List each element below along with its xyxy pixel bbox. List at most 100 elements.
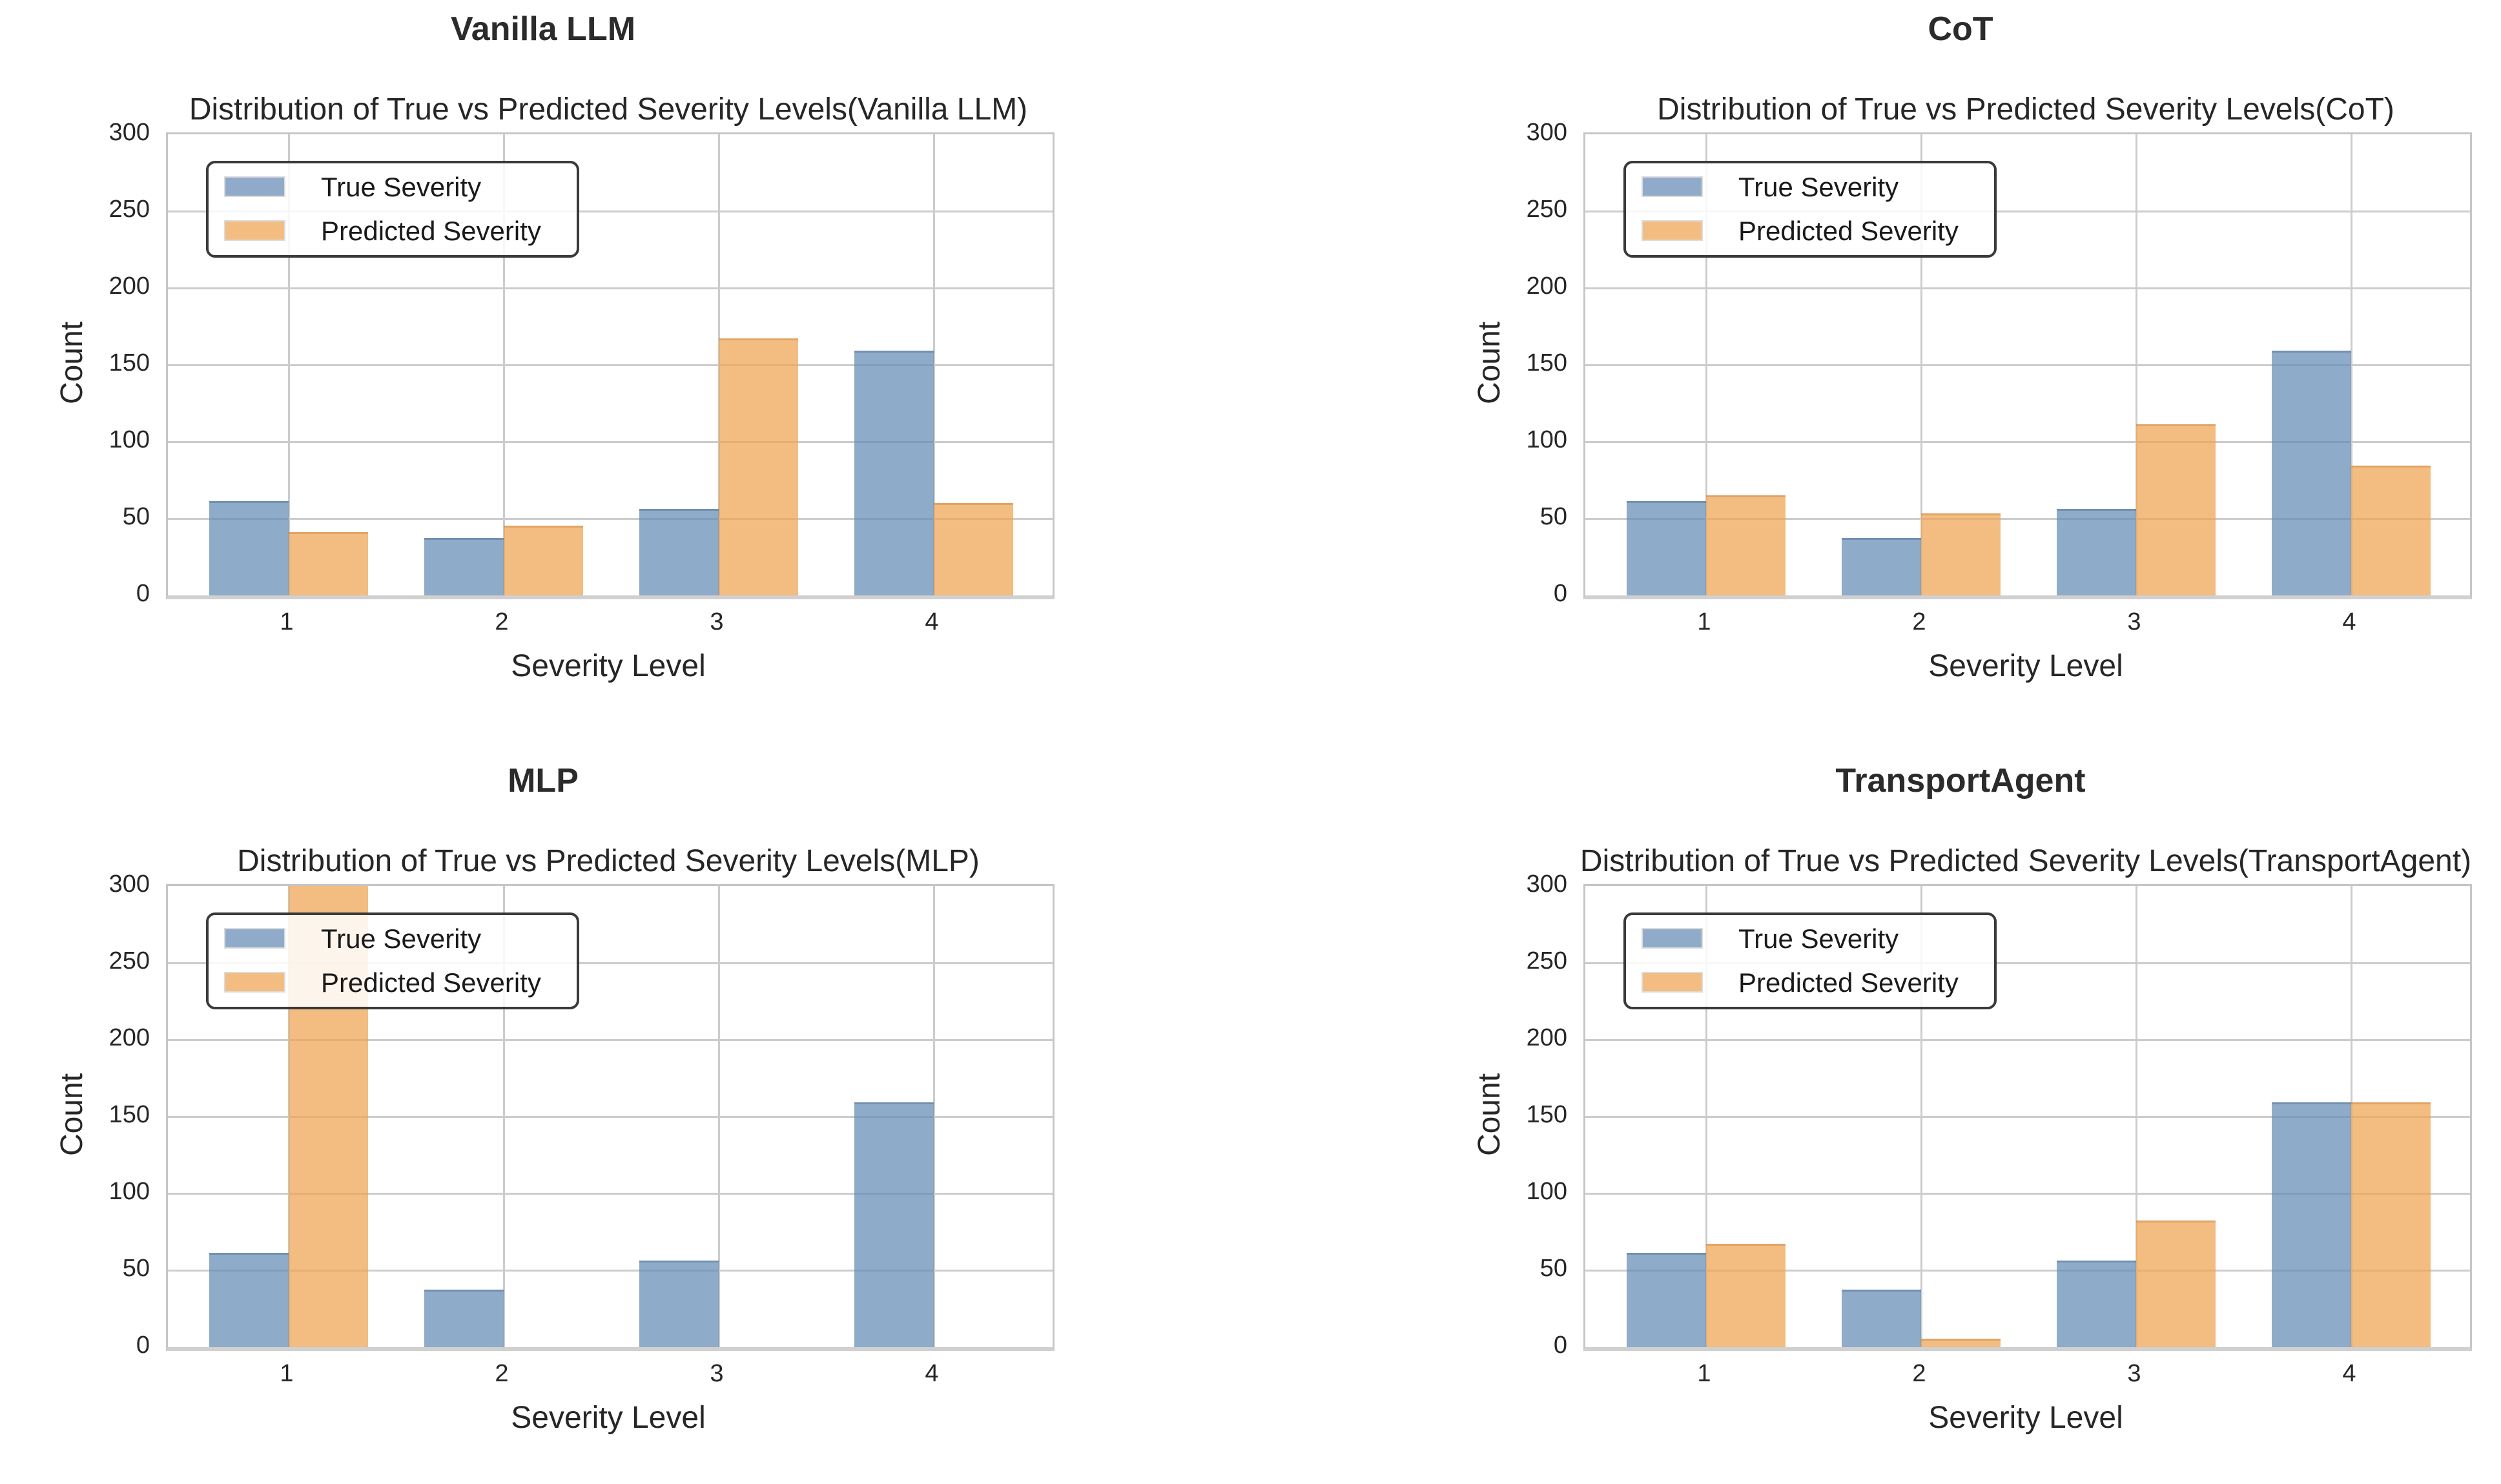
y-tick-label-50: 50 <box>1539 1255 1567 1282</box>
gridline-x-3 <box>718 886 720 1347</box>
legend-item-label: True Severity <box>1738 172 1899 202</box>
gridline-x-3 <box>2136 886 2137 1347</box>
y-tick-label-250: 250 <box>108 947 150 974</box>
gridline-x-2 <box>1920 134 1922 595</box>
true-severity-bar-1 <box>209 501 289 595</box>
chart-title: Distribution of True vs Predicted Severi… <box>237 844 980 878</box>
true-severity-bar-4 <box>2272 1102 2351 1347</box>
gridline-y-50 <box>1585 518 2470 520</box>
gridline-y-100 <box>1585 1193 2470 1195</box>
chart-panel-vanilla-llm: Vanilla LLM Distribution of True vs Predi… <box>0 0 1250 742</box>
true-severity-swatch <box>224 176 285 197</box>
gridline-x-1 <box>1705 134 1707 595</box>
predicted-severity-bar-1 <box>1706 1244 1786 1347</box>
true-severity-swatch <box>1642 928 1703 949</box>
gridline-x-4 <box>933 886 935 1347</box>
predicted-severity-bar-1 <box>1706 495 1786 595</box>
y-tick-label-100: 100 <box>108 1178 150 1205</box>
chart-panel-transportagent: TransportAgent Distribution of True vs Pr… <box>1417 752 2501 1484</box>
true-severity-bar-2 <box>424 538 504 595</box>
true-severity-swatch <box>224 928 285 949</box>
x-tick-label-3: 3 <box>2127 608 2141 635</box>
true-severity-bar-2 <box>424 1290 504 1347</box>
predicted-severity-bar-4 <box>2351 466 2431 595</box>
predicted-severity-bar-3 <box>2136 424 2216 595</box>
gridline-y-50 <box>168 1270 1053 1272</box>
plot-area <box>166 132 1055 599</box>
y-tick-label-300: 300 <box>1526 871 1567 898</box>
y-tick-label-50: 50 <box>122 503 150 530</box>
gridline-y-250 <box>1585 211 2470 212</box>
predicted-severity-swatch <box>224 972 285 993</box>
predicted-severity-bar-4 <box>934 503 1013 595</box>
x-axis-label: Severity Level <box>511 1401 706 1435</box>
true-severity-bar-3 <box>2057 1261 2136 1347</box>
predicted-severity-swatch <box>224 220 285 241</box>
legend-box: True Severity Predicted Severity <box>206 912 579 1009</box>
x-tick-label-2: 2 <box>1912 608 1926 635</box>
chart-title: Distribution of True vs Predicted Severi… <box>1580 844 2472 878</box>
y-tick-label-0: 0 <box>136 580 150 607</box>
predicted-severity-bar-2 <box>1921 513 2001 595</box>
gridline-x-2 <box>503 886 505 1347</box>
gridline-y-250 <box>168 962 1053 964</box>
x-tick-label-4: 4 <box>2342 1360 2356 1387</box>
x-axis-label: Severity Level <box>1928 649 2123 683</box>
y-tick-label-100: 100 <box>108 426 150 453</box>
gridline-x-1 <box>1705 886 1707 1347</box>
gridline-x-1 <box>288 134 290 595</box>
y-tick-label-300: 300 <box>1526 119 1567 146</box>
gridline-x-4 <box>2351 134 2352 595</box>
gridline-y-100 <box>1585 441 2470 443</box>
predicted-severity-bar-3 <box>2136 1221 2216 1347</box>
chart-title: Distribution of True vs Predicted Severi… <box>1657 92 2394 127</box>
predicted-severity-swatch <box>1642 972 1703 993</box>
chart-panel-mlp: MLP Distribution of True vs Predicted Sev… <box>0 752 1250 1484</box>
panel-title: MLP <box>508 762 579 799</box>
x-axis-label: Severity Level <box>1928 1401 2123 1435</box>
y-axis-label: Count <box>55 321 89 405</box>
gridline-y-150 <box>168 364 1053 366</box>
legend-item-label: True Severity <box>1738 923 1899 954</box>
x-tick-label-1: 1 <box>280 1360 294 1387</box>
gridline-y-200 <box>1585 1039 2470 1041</box>
gridline-x-2 <box>503 134 505 595</box>
y-tick-label-250: 250 <box>1526 947 1567 974</box>
x-tick-label-4: 4 <box>925 1360 939 1387</box>
gridline-y-100 <box>168 1193 1053 1195</box>
x-tick-label-4: 4 <box>2342 608 2356 635</box>
true-severity-bar-1 <box>209 1253 289 1347</box>
y-tick-label-150: 150 <box>108 349 150 376</box>
x-tick-label-1: 1 <box>1697 1360 1711 1387</box>
y-axis-label: Count <box>1472 321 1507 405</box>
y-tick-label-150: 150 <box>108 1101 150 1128</box>
y-tick-label-0: 0 <box>136 1332 150 1359</box>
true-severity-bar-4 <box>854 351 934 595</box>
y-tick-label-150: 150 <box>1526 349 1567 376</box>
gridline-y-150 <box>168 1116 1053 1118</box>
y-tick-label-200: 200 <box>108 1024 150 1051</box>
legend-box: True Severity Predicted Severity <box>1623 161 1997 258</box>
y-axis-label: Count <box>1472 1073 1507 1157</box>
true-severity-bar-1 <box>1627 1253 1706 1347</box>
y-tick-label-200: 200 <box>1526 1024 1567 1051</box>
y-tick-label-250: 250 <box>1526 196 1567 223</box>
y-tick-label-200: 200 <box>108 273 150 300</box>
legend-box: True Severity Predicted Severity <box>1623 912 1997 1009</box>
y-tick-label-100: 100 <box>1526 426 1567 453</box>
y-tick-label-250: 250 <box>108 196 150 223</box>
true-severity-bar-3 <box>2057 509 2136 595</box>
gridline-x-4 <box>933 134 935 595</box>
gridline-x-3 <box>2136 134 2137 595</box>
true-severity-bar-4 <box>2272 351 2351 595</box>
panel-title: Vanilla LLM <box>450 10 636 48</box>
y-tick-label-0: 0 <box>1553 1332 1567 1359</box>
true-severity-swatch <box>1642 176 1703 197</box>
y-tick-label-150: 150 <box>1526 1101 1567 1128</box>
x-tick-label-1: 1 <box>1697 608 1711 635</box>
x-tick-label-2: 2 <box>1912 1360 1926 1387</box>
legend-box: True Severity Predicted Severity <box>206 161 579 258</box>
x-tick-label-2: 2 <box>495 1360 509 1387</box>
panel-title: TransportAgent <box>1835 762 2086 799</box>
